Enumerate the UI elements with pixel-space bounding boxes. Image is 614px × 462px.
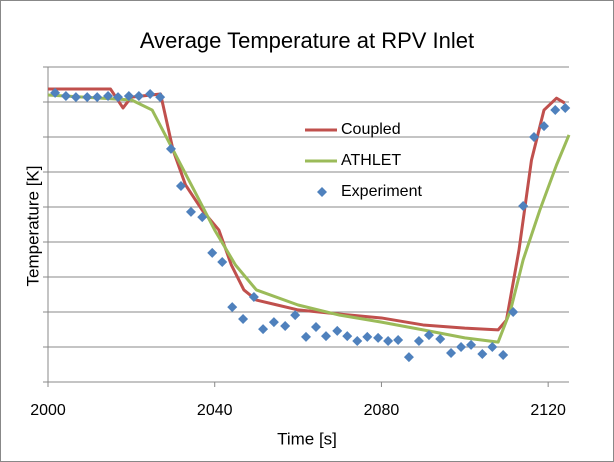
data-point — [165, 143, 176, 154]
data-point — [133, 91, 144, 102]
data-point — [227, 302, 238, 313]
data-point — [258, 324, 269, 335]
data-point — [342, 331, 353, 342]
data-point — [185, 206, 196, 217]
x-axis-label: Time [s] — [277, 429, 337, 448]
data-point — [123, 91, 134, 102]
data-point — [332, 325, 343, 336]
data-point — [321, 331, 332, 342]
data-point — [197, 212, 208, 223]
data-point — [145, 88, 156, 99]
data-point — [290, 310, 301, 321]
data-point — [393, 335, 404, 345]
data-point — [477, 349, 488, 359]
legend-label: Experiment — [341, 183, 422, 200]
data-point — [238, 314, 249, 324]
legend-label: ATHLET — [341, 152, 401, 169]
data-point — [300, 331, 311, 342]
x-tick-label: 2120 — [530, 402, 566, 419]
legend-label: Coupled — [341, 121, 401, 138]
data-point — [60, 91, 71, 102]
data-point — [435, 333, 446, 344]
data-point — [92, 92, 103, 103]
data-point — [550, 105, 561, 116]
data-point — [175, 181, 186, 191]
x-tick-label: 2080 — [364, 402, 400, 419]
data-point — [528, 132, 539, 142]
legend-marker — [317, 187, 327, 197]
data-point — [383, 336, 394, 347]
data-point — [508, 307, 519, 317]
data-point — [82, 92, 93, 103]
data-point — [538, 121, 549, 132]
data-point — [413, 336, 424, 347]
data-point — [103, 91, 114, 102]
data-point — [248, 291, 259, 302]
data-point — [207, 247, 218, 258]
data-point — [217, 256, 228, 267]
data-point — [456, 342, 467, 352]
data-point — [155, 92, 166, 103]
data-point — [268, 317, 279, 328]
data-point — [403, 352, 414, 363]
data-point — [560, 102, 571, 113]
data-point — [113, 92, 124, 103]
data-point — [466, 339, 477, 350]
x-tick-label: 2040 — [197, 402, 233, 419]
data-point — [373, 332, 384, 343]
data-point — [487, 342, 498, 352]
data-point — [352, 336, 363, 347]
data-point — [311, 322, 322, 333]
y-axis-label: Temperature [K] — [23, 166, 42, 287]
data-point — [70, 92, 81, 103]
data-point — [280, 321, 291, 331]
data-point — [518, 200, 529, 211]
chart-title: Average Temperature at RPV Inlet — [140, 28, 474, 53]
data-point — [498, 350, 509, 361]
data-point — [446, 347, 457, 358]
x-tick-label: 2000 — [30, 402, 66, 419]
data-point — [423, 330, 434, 341]
data-point — [362, 331, 373, 342]
data-point — [50, 87, 61, 98]
